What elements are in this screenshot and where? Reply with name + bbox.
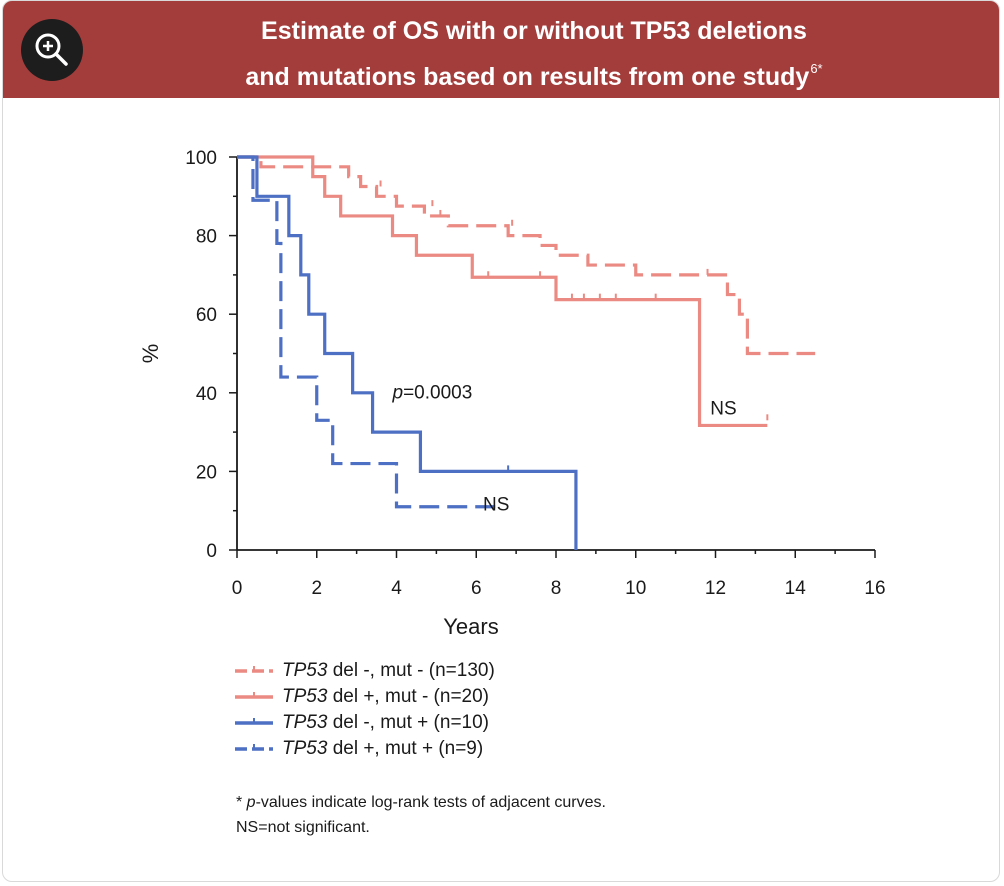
legend-swatch-salmon-dashed (235, 666, 273, 673)
chart-annotation: NS (710, 398, 736, 419)
y-tick-label: 60 (196, 305, 217, 326)
y-tick-label: 0 (206, 541, 217, 562)
zoom-button[interactable] (21, 19, 83, 81)
legend-label: del -, mut + (n=10) (327, 712, 489, 733)
legend-label: del +, mut + (n=9) (327, 738, 484, 759)
legend-swatch-blue-solid (235, 718, 273, 725)
legend-gene: TP53 (282, 712, 328, 733)
legend-gene: TP53 (282, 660, 328, 681)
y-tick-label: 40 (196, 384, 217, 405)
x-tick-label: 6 (471, 578, 482, 599)
title-line-2-text: and mutations based on results from one … (245, 63, 810, 91)
legend-label: del -, mut - (n=130) (327, 660, 495, 681)
x-tick-label: 8 (551, 578, 562, 599)
legend-gene: TP53 (282, 686, 328, 707)
legend-swatch-blue-dashed (235, 744, 273, 751)
series-2 (237, 155, 769, 428)
km-curve-line (237, 155, 816, 356)
chart-annotation: NS (483, 495, 509, 516)
x-tick-label: 14 (785, 578, 807, 599)
x-tick-label: 12 (705, 578, 726, 599)
km-curve-line (237, 155, 578, 550)
footnote-star: * (236, 794, 247, 811)
footnote-p: p (246, 794, 256, 811)
x-tick-label: 10 (625, 578, 646, 599)
x-tick-label: 0 (232, 578, 243, 599)
footnote-line-1: * p-values indicate log-rank tests of ad… (236, 790, 606, 815)
figure-title: Estimate of OS with or without TP53 dele… (99, 13, 969, 96)
x-tick-label: 2 (311, 578, 322, 599)
footnote-text: -values indicate log-rank tests of adjac… (255, 794, 606, 811)
x-tick-label: 16 (864, 578, 885, 599)
legend-swatch-salmon-solid (235, 692, 273, 699)
zoom-in-icon (35, 33, 68, 66)
header-bar: Estimate of OS with or without TP53 dele… (3, 1, 999, 98)
series-3 (237, 155, 578, 550)
legend-item: TP53 del -, mut - (n=130) (234, 658, 495, 684)
footnote-line-2: NS=not significant. (236, 819, 370, 836)
x-axis-label: Years (443, 614, 498, 639)
title-line-2: and mutations based on results from one … (99, 50, 969, 96)
legend-item: TP53 del -, mut + (n=10) (234, 710, 495, 736)
chart-legend: TP53 del -, mut - (n=130) TP53 del +, mu… (234, 658, 495, 762)
footnote: * p-values indicate log-rank tests of ad… (236, 790, 606, 840)
title-superscript: 6* (810, 61, 823, 76)
legend-item: TP53 del +, mut + (n=9) (234, 736, 495, 762)
title-line-1: Estimate of OS with or without TP53 dele… (261, 17, 807, 45)
series-4 (237, 155, 497, 509)
km-curve-line (237, 155, 768, 428)
legend-label: del +, mut - (n=20) (327, 686, 489, 707)
legend-item: TP53 del +, mut - (n=20) (234, 684, 495, 710)
km-curve-line (237, 155, 497, 509)
series-1 (237, 155, 816, 356)
y-tick-label: 100 (185, 148, 217, 169)
y-axis-label: % (138, 344, 163, 364)
y-tick-label: 80 (196, 227, 217, 248)
chart-annotation: p=0.0003 (391, 383, 472, 404)
legend-gene: TP53 (282, 738, 328, 759)
x-tick-label: 4 (391, 578, 402, 599)
y-tick-label: 20 (196, 462, 217, 483)
